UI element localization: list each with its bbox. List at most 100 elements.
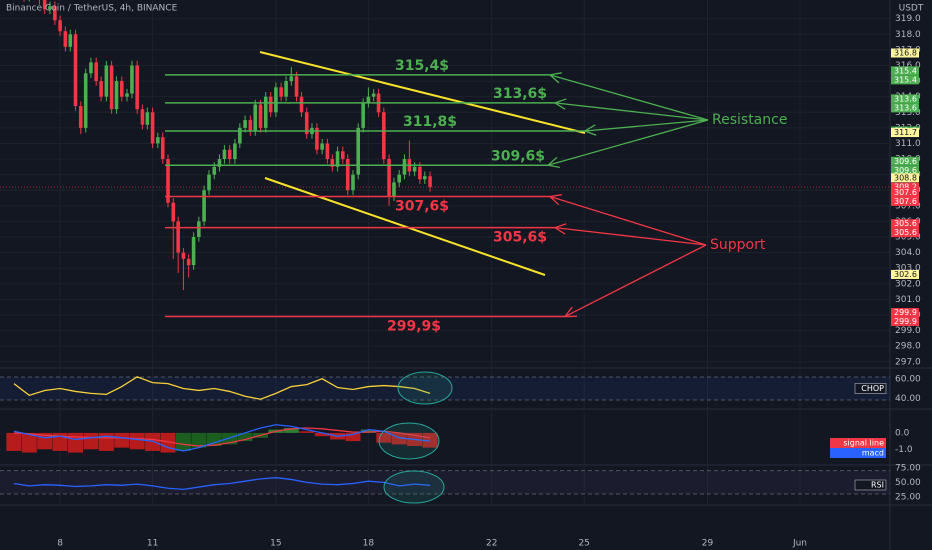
candle-body (233, 143, 237, 160)
candle-body (104, 65, 109, 97)
candle-body (366, 96, 371, 103)
y-tick-label: 75.00 (895, 463, 921, 473)
price-label-box (891, 187, 919, 197)
price-label-box (891, 48, 919, 58)
histogram-bar (376, 432, 392, 443)
level-label: 313,6$ (493, 86, 547, 102)
x-tick-label: 15 (270, 539, 281, 549)
price-label: 308.8 (894, 173, 917, 182)
price-label: 311.7 (894, 128, 917, 137)
arrow-head (549, 74, 560, 84)
indicator-panes (0, 376, 890, 495)
price-label: 309.6 (894, 166, 917, 175)
legend-box (854, 383, 887, 394)
candle-body (150, 112, 155, 144)
candle-body (387, 159, 391, 197)
candle-body (73, 34, 78, 107)
y-tick-label: 25.00 (895, 492, 921, 502)
price-label: 305.6 (894, 219, 917, 228)
candle-body (284, 81, 288, 97)
histogram-bar (68, 432, 84, 453)
candle-body (418, 166, 422, 180)
y-tick-label: 311.0 (895, 139, 921, 149)
y-tick-label: 305.0 (895, 233, 921, 243)
candle-body (78, 106, 83, 128)
chart-title: Binance Coin / TetherUS, 4h, BINANCE (6, 4, 178, 14)
candle-body (68, 34, 73, 47)
y-tick-label: 307.0 (895, 201, 921, 211)
arrow-line (547, 119, 709, 166)
histogram-bar (145, 432, 161, 451)
histogram-bar (160, 432, 176, 453)
histogram-bar (345, 432, 361, 442)
arrow-line (549, 195, 707, 246)
candle-body (294, 76, 299, 97)
candle-body (330, 159, 335, 167)
candle-body (423, 176, 427, 180)
arrow-head (554, 227, 566, 235)
x-tick-label: 8 (57, 539, 63, 549)
candle-body (325, 143, 330, 160)
candle-body (156, 137, 160, 144)
level-label: 311,8$ (403, 114, 457, 130)
price-label-box (891, 128, 919, 138)
candle-body (371, 93, 376, 97)
x-tick-label: 18 (363, 539, 375, 549)
level-label: 307,6$ (395, 198, 449, 214)
y-tick-label: 302.0 (895, 279, 921, 289)
indicator-line (13, 424, 431, 452)
histogram-bar (360, 429, 376, 433)
legend-label: RSI (871, 481, 884, 490)
candle-body (428, 176, 432, 188)
candle-body (345, 159, 350, 191)
y-tick-label: 304.0 (895, 248, 921, 258)
histogram-bar (21, 432, 37, 453)
candle-body (109, 65, 114, 110)
x-tick-label: 11 (147, 539, 158, 549)
arrow-head (549, 195, 560, 206)
histogram-bar (222, 432, 238, 445)
candle-body (351, 174, 355, 191)
price-label: 305.6 (894, 228, 917, 237)
histogram-bar (129, 432, 145, 450)
arrow-head (549, 72, 562, 76)
arrow-head (549, 194, 562, 198)
arrow-head (564, 306, 573, 317)
x-tick-label: 22 (486, 539, 497, 549)
candle-body (58, 20, 62, 32)
candle-body (315, 127, 319, 150)
candle-body (212, 166, 217, 175)
candle-body (145, 112, 150, 125)
candle-body (263, 96, 268, 128)
candle-body (48, 6, 52, 10)
drawings: 315,4$ 313,6$ 311,8$ 309,6$ 307,6$ 305,6$ 299,… (165, 51, 787, 335)
legend-label: macd (862, 449, 884, 458)
candle-body (304, 112, 309, 135)
y-tick-label: 50.00 (895, 478, 921, 488)
candle-body (89, 62, 93, 74)
candle-body (299, 96, 304, 113)
candle-body (341, 151, 345, 160)
candle-body (279, 87, 283, 97)
price-label-box (891, 228, 919, 238)
candle-body (382, 112, 386, 160)
candle-body (191, 237, 196, 266)
level-label: 299,9$ (387, 319, 441, 335)
histogram-bar (83, 432, 99, 450)
level-label: 309,6$ (491, 148, 545, 164)
price-label-box (891, 173, 919, 183)
histogram-bar (175, 432, 191, 451)
candle-body (258, 104, 263, 128)
price-label-box (891, 269, 919, 279)
candle-body (94, 62, 98, 82)
candle-body (274, 87, 278, 113)
price-label-box (891, 156, 919, 166)
candle-body (197, 221, 201, 238)
price-label-box (891, 75, 919, 85)
price-label-box (891, 103, 919, 113)
arrow-head (584, 124, 596, 132)
price-label: 313.6 (894, 103, 917, 112)
histogram-bar (299, 431, 315, 433)
arrow-head (547, 156, 558, 166)
